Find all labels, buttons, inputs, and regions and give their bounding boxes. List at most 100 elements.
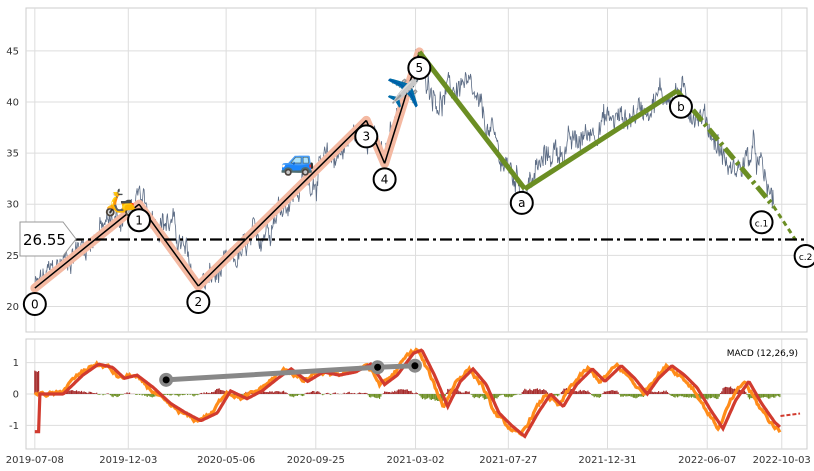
wave-label-text: 2: [195, 295, 203, 309]
macd-histogram-bar: [602, 393, 604, 394]
macd-histogram-bar: [611, 390, 613, 394]
macd-histogram-bar: [765, 394, 767, 398]
macd-histogram-bar: [426, 394, 429, 399]
macd-histogram-bar: [291, 394, 294, 397]
macd-histogram-bar: [534, 389, 536, 394]
macd-histogram-bar: [306, 392, 309, 394]
macd-histogram-bar: [415, 392, 417, 394]
macd-histogram-bar: [361, 393, 363, 394]
macd-histogram-bar: [333, 392, 335, 394]
macd-histogram-bar: [767, 394, 770, 399]
macd-y-ticks: -1 0 1: [9, 358, 19, 432]
macd-histogram-bar: [78, 391, 80, 394]
macd-histogram-bar: [389, 392, 391, 394]
macd-histogram-bar: [558, 394, 560, 396]
macd-histogram-bar: [313, 390, 315, 394]
macd-histogram-bar: [578, 390, 580, 394]
macd-histogram-bar: [622, 394, 624, 397]
macd-histogram-bar: [748, 394, 751, 400]
macd-histogram-bar: [193, 394, 195, 397]
macd-histogram-bar: [560, 391, 562, 394]
macd-histogram-bar: [329, 394, 331, 395]
car-icon: 🚙: [280, 144, 315, 177]
macd-histogram-bar: [772, 394, 775, 398]
macd-line: [33, 347, 782, 437]
macd-histogram-bar: [481, 394, 483, 397]
macd-histogram-bar: [277, 391, 280, 394]
macd-histogram-bar: [623, 394, 626, 396]
macd-histogram-bar: [581, 391, 583, 394]
macd-histogram-bar: [386, 391, 388, 394]
macd-histogram-bar: [312, 390, 314, 394]
macd-histogram-bar: [640, 394, 642, 397]
macd-histogram-bar: [431, 394, 434, 400]
macd-histogram-bar: [714, 394, 717, 399]
macd-histogram-bar: [447, 388, 449, 394]
macd-histogram-bar: [96, 392, 98, 394]
macd-histogram-bar: [593, 394, 595, 398]
macd-histogram-bar: [154, 394, 156, 397]
macd-histogram-bar: [639, 394, 641, 397]
macd-histogram-bar: [468, 391, 470, 394]
macd-histogram-bar: [84, 392, 86, 394]
macd-histogram-bar: [658, 391, 660, 394]
macd-histogram-bar: [461, 392, 463, 394]
macd-histogram-bar: [348, 391, 350, 394]
wave-label-circle: [22, 292, 47, 317]
x-axis-ticks: 2019-07-08 2019-12-03 2020-05-06 2020-09-25…: [6, 455, 811, 466]
macd-histogram-bar: [400, 389, 402, 394]
macd-histogram-bar: [750, 394, 752, 398]
macd-histogram-bar: [184, 394, 186, 395]
macd-panel: -1 0 1 MACD (12,26,9): [9, 338, 808, 450]
macd-histogram-bar: [423, 394, 425, 399]
macd-histogram-bar: [723, 387, 725, 394]
wave-label-text: 3: [362, 130, 370, 144]
macd-histogram-bar: [207, 393, 209, 394]
macd-histogram-bar: [557, 394, 559, 397]
macd-histogram-bar: [117, 394, 119, 397]
macd-histogram-bar: [775, 394, 777, 397]
macd-histogram-bar: [36, 371, 38, 394]
macd-histogram-bar: [500, 394, 502, 396]
macd-histogram-bar: [199, 393, 201, 394]
macd-histogram-bar: [93, 392, 95, 394]
macd-histogram-bar: [779, 394, 781, 398]
macd-histogram-bar: [79, 391, 81, 394]
macd-histogram-bar: [192, 394, 194, 396]
macd-histogram-bar: [122, 394, 124, 395]
macd-histogram-bar: [367, 394, 369, 396]
macd-histogram-bar: [88, 391, 90, 394]
macd-histogram-bar: [289, 394, 291, 397]
macd-histogram-bar: [477, 394, 479, 398]
macd-histogram-bar: [563, 388, 565, 394]
macd-histogram-bar: [280, 392, 282, 394]
macd-histogram-bar: [539, 388, 541, 394]
macd-histogram-bar: [382, 393, 384, 394]
macd-histogram-bar: [579, 389, 581, 394]
x-tick-label: 2022-06-07: [678, 455, 736, 466]
macd-histogram-bar: [112, 394, 114, 398]
correction-segment-c1-c2: [772, 205, 797, 241]
macd-histogram-bar: [661, 391, 664, 394]
macd-histogram-bar: [671, 394, 674, 397]
macd-histogram-bar: [421, 394, 424, 400]
macd-histogram-bar: [371, 394, 373, 397]
macd-histogram-bar: [617, 392, 619, 394]
wave-label-circle: [127, 208, 152, 233]
macd-histogram-bar: [149, 394, 151, 397]
macd-histogram-bar: [319, 392, 321, 394]
macd-histogram-bar: [127, 393, 129, 394]
macd-histogram-bar: [698, 394, 700, 400]
correction-segment-b-c1: [675, 89, 776, 208]
macd-histogram-bar: [216, 388, 218, 394]
macd-histogram-bar: [663, 390, 665, 394]
price-y-ticks: 20 25 30 35 40 45: [6, 46, 19, 313]
macd-histogram-bar: [722, 388, 724, 394]
macd-histogram-bar: [144, 394, 146, 396]
macd-histogram-bar: [543, 389, 545, 394]
macd-histogram-bar: [546, 392, 549, 394]
macd-histogram-bar: [713, 394, 715, 399]
macd-histogram-bar: [357, 393, 359, 394]
macd-histogram-bar: [404, 389, 406, 394]
macd-histogram-bar: [737, 388, 739, 394]
